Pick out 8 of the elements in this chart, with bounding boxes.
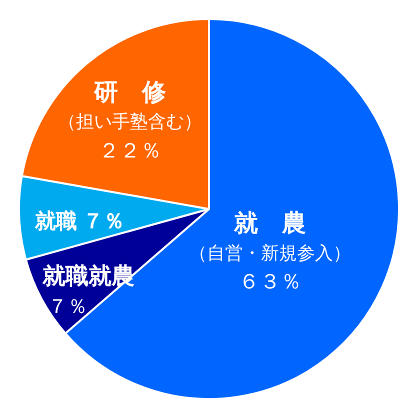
slice-label: 就 農 (232, 210, 306, 237)
data-label: ６３％ (238, 270, 302, 294)
slice-label: 就職 ７％ (34, 208, 125, 233)
text: （自営・新規参入） (188, 242, 351, 263)
data-label: ７％ (47, 296, 88, 318)
slice-label: 研 修 (93, 78, 168, 106)
text: （担い手塾含む） (58, 112, 202, 132)
data-label: ２２％ (98, 139, 162, 162)
